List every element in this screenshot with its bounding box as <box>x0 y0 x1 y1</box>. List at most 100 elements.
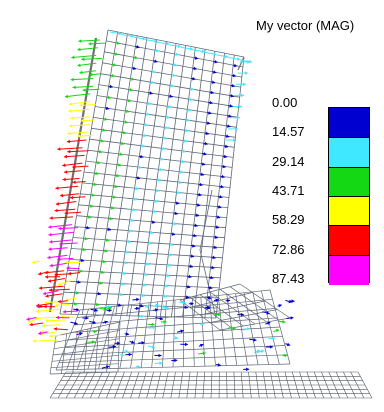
vector-arrow <box>38 331 48 335</box>
vector-arrow <box>183 139 188 143</box>
vector-arrow <box>172 221 177 226</box>
cushion-mesh-line <box>55 363 291 371</box>
vector-arrow <box>160 320 167 324</box>
legend-label-6: 87.43 <box>272 271 305 286</box>
vector-arrow <box>58 280 71 286</box>
vector-arrow <box>209 90 215 95</box>
vector-arrow <box>77 62 97 67</box>
vector-arrow <box>162 294 168 298</box>
vector-arrow <box>68 108 89 113</box>
vector-arrow <box>96 291 101 296</box>
vector-arrow <box>118 152 123 156</box>
backrest-mesh-line <box>104 51 242 78</box>
vector-arrow <box>125 352 132 357</box>
vector-arrow <box>82 316 89 320</box>
vector-arrow <box>45 293 63 298</box>
vector-arrow <box>236 82 246 87</box>
vector-arrow <box>48 247 68 251</box>
backrest-mesh-line <box>100 73 240 98</box>
vector-arrow <box>121 271 127 275</box>
vector-arrow <box>70 116 90 120</box>
vector-arrow <box>153 59 158 63</box>
vector-arrow <box>219 184 224 189</box>
vector-arrow <box>148 91 153 95</box>
vector-arrow <box>116 163 122 167</box>
cushion-mesh-line <box>189 292 253 308</box>
vector-arrow <box>140 293 146 298</box>
vector-arrow <box>133 55 138 60</box>
vector-arrow <box>71 54 97 60</box>
vector-arrow <box>123 120 128 124</box>
backrest-mesh-line <box>80 193 228 208</box>
vector-arrow <box>228 326 236 330</box>
vector-arrow <box>106 95 112 100</box>
vector-arrow <box>59 242 78 246</box>
vector-arrow <box>153 199 159 203</box>
vector-arrow <box>225 298 231 303</box>
vector-arrow <box>285 299 293 304</box>
vector-arrow <box>232 104 242 109</box>
vector-arrow <box>114 341 121 346</box>
vector-arrow <box>186 285 191 289</box>
vector-arrow <box>265 345 273 349</box>
vector-arrow <box>171 358 178 363</box>
vector-arrow <box>78 269 83 273</box>
vector-arrow <box>149 230 154 235</box>
cushion-mesh-line <box>199 300 266 316</box>
vector-arrow <box>66 266 80 270</box>
vector-arrow <box>169 44 182 48</box>
vector-arrow <box>185 118 191 122</box>
vector-arrow <box>143 123 149 127</box>
vector-arrow <box>237 312 245 317</box>
vector-arrow <box>47 254 68 260</box>
legend-swatch-1 <box>329 137 369 169</box>
vector-arrow <box>188 97 193 102</box>
vector-arrow <box>55 315 70 320</box>
legend-label-4: 58.29 <box>272 212 305 227</box>
vector-arrow <box>142 283 147 287</box>
vector-arrow <box>150 80 155 85</box>
vector-arrow <box>105 306 113 310</box>
vector-arrow <box>49 216 74 220</box>
legend-title: My vector (MAG) <box>256 18 355 33</box>
vector-arrow <box>191 244 196 248</box>
vector-arrow <box>134 306 140 311</box>
vector-arrow <box>132 197 138 201</box>
vector-arrow <box>105 304 111 309</box>
vector-arrow <box>57 147 83 151</box>
vector-arrow <box>140 144 146 148</box>
vector-arrow <box>213 60 218 64</box>
vector-arrow <box>206 121 211 125</box>
vector-arrow <box>82 88 100 92</box>
vector-arrow <box>231 73 237 78</box>
cushion-mesh-line <box>51 354 119 362</box>
vector-arrow <box>122 349 129 353</box>
vector-arrow <box>44 270 65 275</box>
vector-arrow <box>228 127 238 131</box>
vector-arrow <box>154 48 160 53</box>
vector-arrow <box>212 245 217 249</box>
vector-arrow <box>213 235 219 239</box>
backrest-mesh-line <box>59 313 217 319</box>
vector-arrow <box>72 165 89 169</box>
vector-arrow <box>135 364 141 369</box>
vector-arrow <box>139 154 144 159</box>
vector-arrow <box>138 341 145 345</box>
vector-arrow <box>229 94 234 98</box>
vector-arrow <box>192 233 197 238</box>
vector-arrow <box>63 154 85 159</box>
vector-arrow <box>164 284 169 288</box>
vector-arrow <box>81 247 87 252</box>
vector-arrow <box>124 332 130 336</box>
vector-arrow <box>249 338 257 342</box>
vector-arrow <box>265 321 271 325</box>
vector-arrow <box>36 308 60 314</box>
legend-swatch-0 <box>329 108 369 138</box>
vector-arrow <box>55 201 77 206</box>
vector-arrow <box>286 316 294 320</box>
vector-arrow <box>89 320 97 325</box>
backrest-frame-edge <box>237 56 245 71</box>
vector-arrow <box>199 322 205 326</box>
vector-arrow <box>64 170 82 174</box>
vector-arrow <box>99 139 104 143</box>
